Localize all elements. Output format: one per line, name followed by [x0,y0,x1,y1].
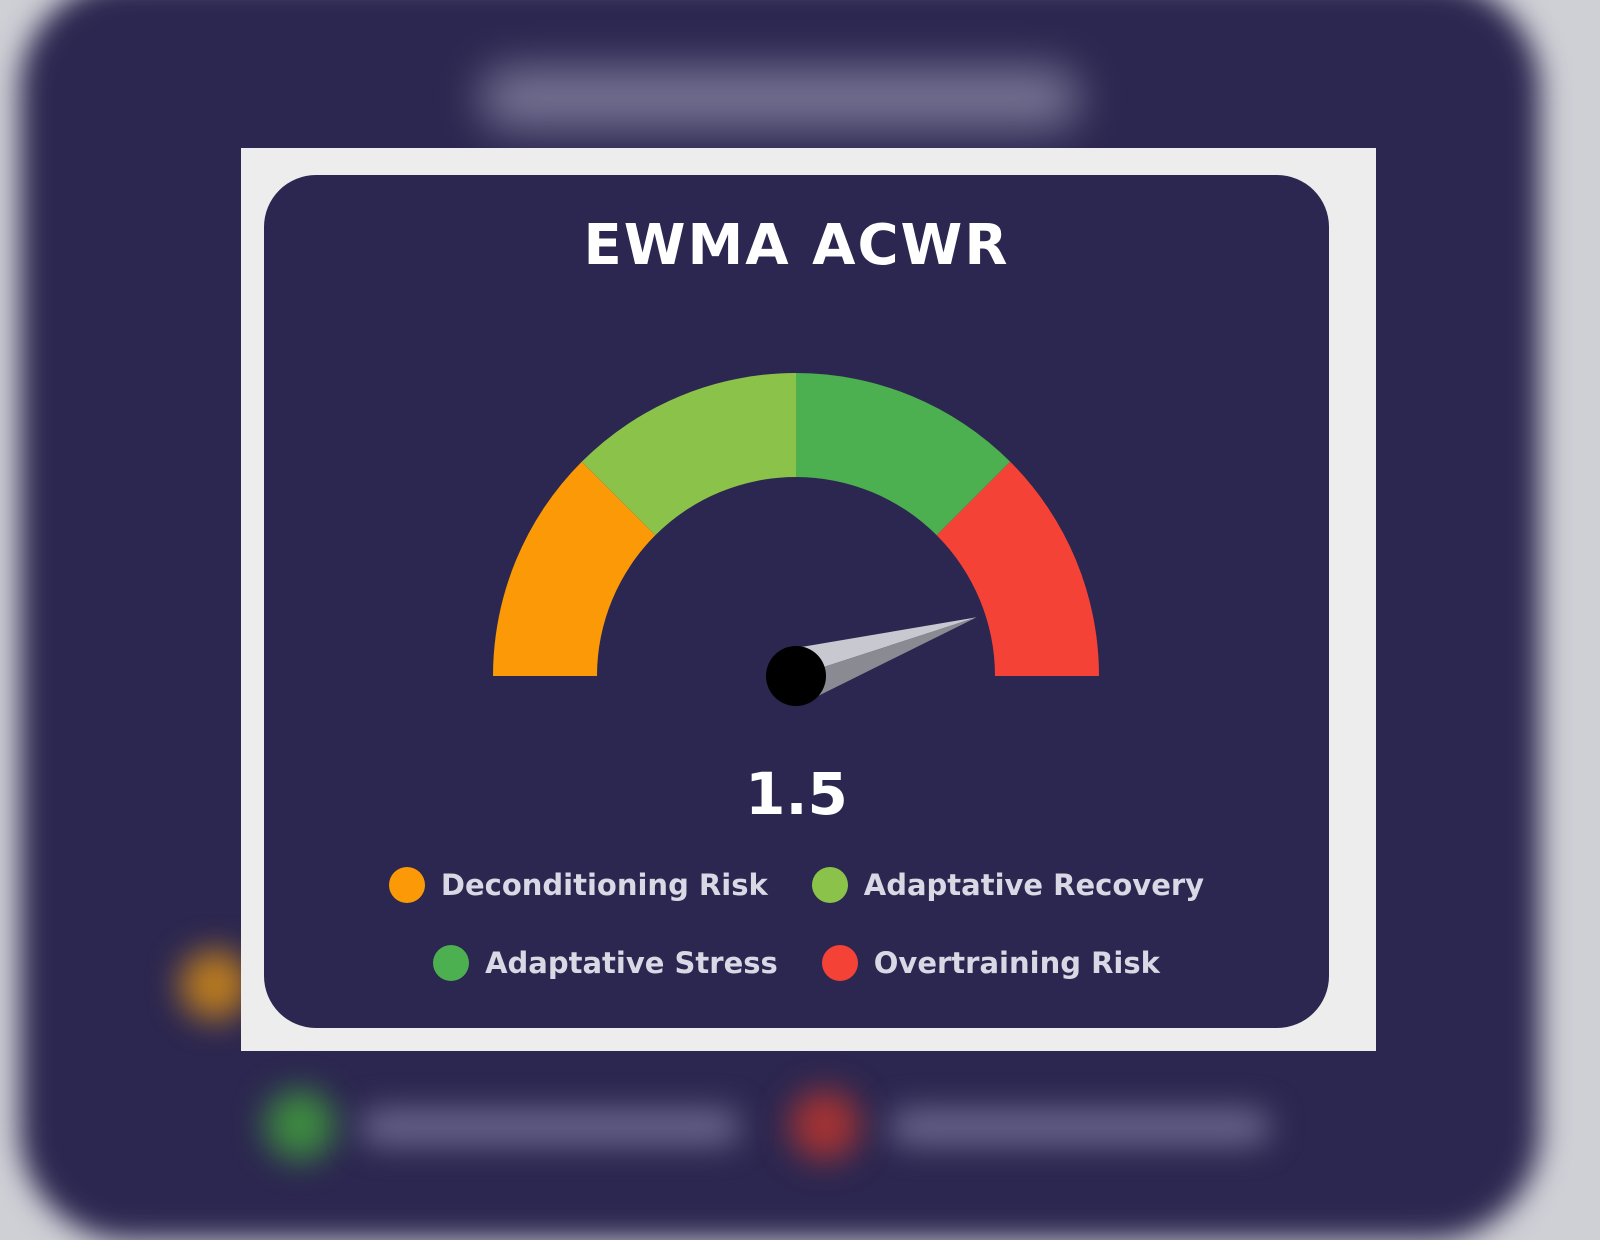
legend-item-adaptative-recovery: Adaptative Recovery [811,867,1205,903]
blurred-legend-text [360,1110,740,1144]
legend-dot-icon [433,945,470,981]
legend-item-adaptative-stress: Adaptative Stress [433,945,778,981]
chart-title: EWMA ACWR [583,213,1010,278]
blurred-legend-dot [180,950,250,1020]
gauge-card: EWMA ACWR 1.5 Deconditioning Risk Adapta… [264,175,1329,1028]
legend-label: Adaptative Recovery [863,868,1205,902]
gauge-segment-deconditioning-risk [493,461,656,676]
gauge-segment-adaptative-recovery [581,373,796,536]
chart-frame: EWMA ACWR 1.5 Deconditioning Risk Adapta… [241,148,1376,1051]
blurred-header [480,68,1080,128]
gauge-needle-shadow [796,617,977,703]
gauge-needle [787,617,977,676]
gauge-needle-hub [766,646,826,706]
legend-dot-icon [821,945,858,981]
legend-label: Adaptative Stress [485,946,778,980]
legend-label: Deconditioning Risk [440,868,768,902]
legend-label: Overtraining Risk [873,946,1160,980]
blurred-legend-dot [790,1090,860,1160]
blurred-legend-dot [265,1090,335,1160]
blurred-legend-text [890,1110,1270,1144]
legend-dot-icon [388,867,425,903]
gauge-segment-adaptative-stress [796,373,1011,536]
legend-item-deconditioning-risk: Deconditioning Risk [388,867,768,903]
legend-dot-icon [811,867,848,903]
legend-row-1: Deconditioning Risk Adaptative Recovery [264,867,1329,903]
legend-item-overtraining-risk: Overtraining Risk [821,945,1160,981]
gauge-value: 1.5 [745,760,848,828]
gauge-svg [493,373,1099,706]
gauge-segment-overtraining-risk [936,461,1099,676]
legend-row-2: Adaptative Stress Overtraining Risk [264,945,1329,981]
